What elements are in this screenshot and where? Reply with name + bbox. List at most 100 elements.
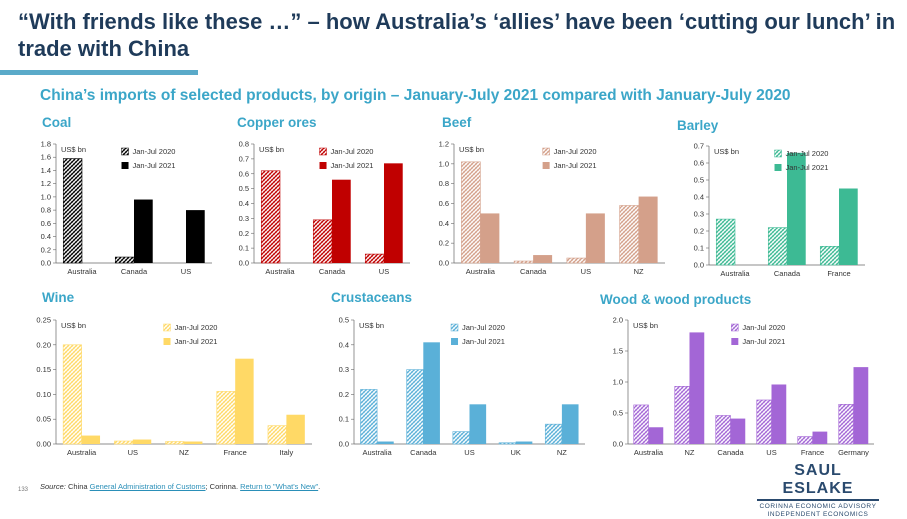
bar-us-jan-jul-2021 <box>771 384 787 444</box>
bar-australia-jan-jul-2021 <box>377 441 394 444</box>
legend-label-jan-jul-2020: Jan-Jul 2020 <box>462 323 505 332</box>
legend-label-jan-jul-2021: Jan-Jul 2021 <box>175 337 218 346</box>
legend-swatch-jan-jul-2020 <box>542 147 550 156</box>
source-text-3: . <box>318 482 321 491</box>
legend-swatch-jan-jul-2021 <box>163 338 171 345</box>
y-tick-label: 0.6 <box>41 219 51 228</box>
y-tick-label: 0.5 <box>239 184 249 193</box>
bar-canada-jan-jul-2020 <box>513 260 534 264</box>
bar-italy-jan-jul-2021 <box>286 414 305 444</box>
y-axis-unit-label: US$ bn <box>61 321 86 330</box>
bar-uk-jan-jul-2021 <box>515 441 533 444</box>
y-axis-unit-label: US$ bn <box>459 145 484 154</box>
legend-label-jan-jul-2020: Jan-Jul 2020 <box>786 149 829 158</box>
y-tick-label: 0.3 <box>339 365 349 374</box>
source-text-2: ; Corinna. <box>205 482 241 491</box>
y-tick-label: 0.20 <box>36 340 51 349</box>
bar-nz-jan-jul-2021 <box>184 441 203 444</box>
barley-chart-title: Barley <box>677 118 719 133</box>
y-tick-label: 1.5 <box>613 347 623 356</box>
y-tick-label: 0.2 <box>694 227 704 236</box>
y-tick-label: 1.0 <box>613 378 623 387</box>
slide-subtitle: China’s imports of selected products, by… <box>40 87 791 104</box>
y-tick-label: 0.5 <box>613 409 623 418</box>
bar-australia-jan-jul-2021 <box>480 213 500 263</box>
x-tick-label-canada: Canada <box>319 267 346 276</box>
y-tick-label: 0.25 <box>36 316 51 325</box>
bar-nz-jan-jul-2020 <box>544 423 563 445</box>
legend-swatch-jan-jul-2020 <box>774 149 782 158</box>
y-axis-unit-label: US$ bn <box>633 321 658 330</box>
legend-label-jan-jul-2021: Jan-Jul 2021 <box>554 161 597 170</box>
y-tick-label: 1.2 <box>41 179 51 188</box>
legend-label-jan-jul-2021: Jan-Jul 2021 <box>462 337 505 346</box>
logo-divider <box>757 499 879 501</box>
y-tick-label: 0.5 <box>339 316 349 325</box>
legend-label-jan-jul-2021: Jan-Jul 2021 <box>331 161 374 170</box>
copper-chart: 0.0 0.1 0.2 0.3 0.4 0.5 0.6 0.7 0.8 US$ bn Austral… <box>239 140 410 276</box>
y-tick-label: 0.2 <box>339 390 349 399</box>
legend-swatch-jan-jul-2020 <box>121 147 129 156</box>
bar-australia-jan-jul-2020 <box>62 344 82 445</box>
y-tick-label: 0.0 <box>439 259 449 268</box>
bar-germany-jan-jul-2020 <box>838 404 854 445</box>
y-tick-label: 0.05 <box>36 415 51 424</box>
y-tick-label: 0.8 <box>439 179 449 188</box>
x-tick-label-nz: NZ <box>685 448 695 457</box>
page-number: 133 <box>18 487 29 493</box>
bar-australia-jan-jul-2021 <box>81 435 101 444</box>
source-note: Source: China General Administration of … <box>40 482 320 491</box>
logo-line-2: INDEPENDENT ECONOMICS <box>767 511 869 518</box>
y-tick-label: 0.15 <box>36 365 51 374</box>
x-tick-label-france: France <box>224 448 247 457</box>
x-tick-label-australia: Australia <box>634 448 664 457</box>
source-label: Source: <box>40 482 66 491</box>
y-tick-label: 0.10 <box>36 390 51 399</box>
bar-germany-jan-jul-2021 <box>853 367 869 444</box>
x-tick-label-us: US <box>181 267 191 276</box>
bar-nz-jan-jul-2020 <box>674 386 690 445</box>
beef-chart: 0.0 0.2 0.4 0.6 0.8 1.0 1.2 US$ bn Australia Cana… <box>439 140 665 276</box>
bar-canada-jan-jul-2020 <box>715 415 731 445</box>
y-axis-unit-label: US$ bn <box>61 145 86 154</box>
y-tick-label: 1.2 <box>439 140 449 149</box>
barley-chart: 0.0 0.1 0.2 0.3 0.4 0.5 0.6 0.7 US$ bn Australia C… <box>694 142 865 278</box>
legend-swatch-jan-jul-2021 <box>451 338 459 345</box>
legend-swatch-jan-jul-2021 <box>319 162 327 169</box>
bar-france-jan-jul-2020 <box>797 436 813 445</box>
y-tick-label: 0.2 <box>239 229 249 238</box>
y-tick-label: 2.0 <box>613 316 623 325</box>
whats-new-link[interactable]: Return to "What's New" <box>240 482 319 491</box>
bar-us-jan-jul-2021 <box>384 163 403 263</box>
y-tick-label: 0.7 <box>239 154 249 163</box>
legend-swatch-jan-jul-2020 <box>319 147 327 156</box>
x-tick-label-australia: Australia <box>265 267 295 276</box>
bar-us-jan-jul-2021 <box>132 439 152 444</box>
bar-australia-jan-jul-2020 <box>633 404 649 445</box>
slide-title: “With friends like these …” – how Austra… <box>18 9 896 61</box>
y-tick-label: 0.1 <box>694 244 704 253</box>
x-tick-label-australia: Australia <box>466 267 496 276</box>
legend-swatch-jan-jul-2021 <box>121 162 129 169</box>
x-tick-label-us: US <box>464 448 474 457</box>
bar-canada-jan-jul-2021 <box>787 152 806 265</box>
wood-chart: 0.0 0.5 1.0 1.5 2.0 US$ bn Australia NZ Canada US… <box>613 316 874 457</box>
x-tick-label-canada: Canada <box>410 448 437 457</box>
copper-chart-title: Copper ores <box>237 115 317 130</box>
legend-label-jan-jul-2021: Jan-Jul 2021 <box>133 161 176 170</box>
customs-link[interactable]: General Administration of Customs <box>89 482 206 491</box>
beef-chart-title: Beef <box>442 115 472 130</box>
x-tick-label-australia: Australia <box>67 448 97 457</box>
x-tick-label-australia: Australia <box>720 269 750 278</box>
x-tick-label-germany: Germany <box>838 448 869 457</box>
y-tick-label: 0.6 <box>239 169 249 178</box>
bar-us-jan-jul-2020 <box>756 399 772 445</box>
bar-us-jan-jul-2021 <box>585 213 605 263</box>
bar-us-jan-jul-2020 <box>114 440 134 445</box>
y-tick-label: 0.0 <box>239 259 249 268</box>
bar-france-jan-jul-2021 <box>839 188 858 265</box>
y-tick-label: 0.8 <box>239 140 249 149</box>
x-tick-label-italy: Italy <box>280 448 294 457</box>
y-tick-label: 1.0 <box>439 159 449 168</box>
y-tick-label: 1.8 <box>41 140 51 149</box>
